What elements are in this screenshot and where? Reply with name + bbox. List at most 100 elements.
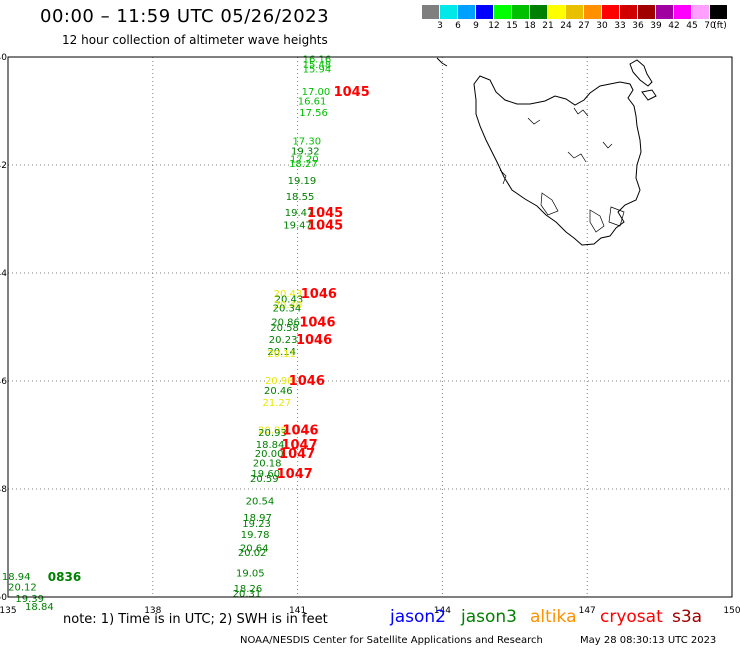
wave-height-value: 15.94 bbox=[303, 64, 332, 75]
wave-height-value: 20.43 bbox=[274, 289, 303, 300]
scale-label: 36 bbox=[632, 21, 644, 31]
wave-height-value: 20.93 bbox=[258, 428, 287, 439]
map-subtitle: 12 hour collection of altimeter wave hei… bbox=[62, 33, 328, 47]
credit-text: NOAA/NESDIS Center for Satellite Applica… bbox=[240, 635, 543, 646]
flinders-island bbox=[629, 59, 653, 87]
scale-swatch bbox=[566, 5, 583, 19]
lon-tick-label: 144 bbox=[434, 606, 451, 616]
footer-note: note: 1) Time is in UTC; 2) SWH is in fe… bbox=[63, 612, 328, 627]
scale-swatch bbox=[620, 5, 637, 19]
wave-height-value: 19.47 bbox=[285, 208, 314, 219]
scale-label: 30 bbox=[596, 21, 608, 31]
wave-height-value: 18.84 bbox=[256, 440, 285, 451]
wave-height-value: 20.12 bbox=[8, 583, 37, 594]
scale-label: 42 bbox=[668, 21, 680, 31]
wave-height-value: 17.30 bbox=[292, 137, 321, 148]
observation-time-label: 1045 bbox=[307, 206, 343, 221]
wave-height-value: 15.48 bbox=[303, 60, 332, 71]
scale-label: 15 bbox=[506, 21, 518, 31]
scale-swatch bbox=[476, 5, 493, 19]
satellite-label-jason3: jason3 bbox=[461, 607, 517, 627]
observation-time-label: 0836 bbox=[48, 570, 81, 584]
scale-label: 3 bbox=[437, 21, 443, 31]
scale-swatch bbox=[692, 5, 709, 19]
lat-tick-label: -42 bbox=[0, 161, 7, 171]
wave-height-value: 17.20 bbox=[290, 155, 319, 166]
wave-height-value: 20.54 bbox=[246, 496, 275, 507]
satellite-label-s3a: s3a bbox=[672, 607, 703, 627]
observation-time-label: 1046 bbox=[296, 333, 332, 348]
wave-height-value: 20.64 bbox=[240, 543, 269, 554]
lat-tick-label: -46 bbox=[0, 377, 7, 387]
wave-height-value: 19.23 bbox=[242, 519, 271, 530]
wave-height-value: 20.46 bbox=[264, 386, 293, 397]
scale-swatch bbox=[638, 5, 655, 19]
wave-height-value: 21.27 bbox=[263, 398, 292, 409]
wave-height-value: 16.16 bbox=[303, 55, 332, 66]
wave-height-value: 20.31 bbox=[233, 589, 262, 600]
scale-swatch bbox=[548, 5, 565, 19]
king-island bbox=[436, 57, 448, 67]
observation-time-label: 1046 bbox=[289, 374, 325, 389]
scale-swatch bbox=[458, 5, 475, 19]
wave-height-value: 20.59 bbox=[250, 474, 279, 485]
scale-swatch bbox=[494, 5, 511, 19]
wave-height-value: 20.00 bbox=[255, 449, 284, 460]
scale-label: 45 bbox=[686, 21, 698, 31]
scale-label: 9 bbox=[473, 21, 479, 31]
scale-label: 21 bbox=[542, 21, 554, 31]
scale-swatch bbox=[656, 5, 673, 19]
wave-height-value: 19.47 bbox=[283, 220, 312, 231]
wave-height-value: 20.14 bbox=[267, 347, 296, 358]
observation-time-label: 1046 bbox=[282, 424, 318, 439]
scale-label: 70 bbox=[704, 21, 716, 31]
lat-tick-label: -50 bbox=[0, 593, 7, 603]
wave-height-value: 18.97 bbox=[243, 513, 272, 524]
lon-tick-label: 135 bbox=[0, 606, 17, 616]
lat-lon-grid bbox=[8, 57, 732, 597]
observation-time-label: 1046 bbox=[299, 316, 335, 331]
satellite-label-cryosat: cryosat bbox=[600, 607, 663, 627]
wave-height-value: 20.58 bbox=[270, 323, 299, 334]
scale-label: 39 bbox=[650, 21, 662, 31]
scale-label: 33 bbox=[614, 21, 626, 31]
map-frame bbox=[7, 56, 733, 598]
satellite-label-altika: altika bbox=[530, 607, 577, 627]
wave-height-value: 17.00 bbox=[302, 87, 331, 98]
tasmania-coastline bbox=[436, 57, 657, 246]
scale-label: 24 bbox=[560, 21, 572, 31]
wave-height-value: 20.86 bbox=[271, 318, 300, 329]
scale-label: 27 bbox=[578, 21, 590, 31]
lat-tick-label: -48 bbox=[0, 485, 7, 495]
lon-tick-label: 138 bbox=[144, 606, 161, 616]
observation-time-label: 1047 bbox=[279, 447, 315, 462]
map-axes: 135 138 141 144 147 150 -40 -42 -44 -46 -48 -50 bbox=[0, 53, 740, 616]
wave-height-value: 19.78 bbox=[241, 530, 270, 541]
wave-height-value: 20.11 bbox=[267, 349, 296, 360]
wave-height-value: 18.55 bbox=[286, 192, 315, 203]
tasmania-coastline-detail bbox=[499, 107, 625, 233]
scale-swatch bbox=[512, 5, 529, 19]
scale-unit: (ft) bbox=[713, 21, 727, 31]
wave-height-value: 20.23 bbox=[269, 335, 298, 346]
lon-tick-label: 147 bbox=[579, 606, 596, 616]
scale-swatch bbox=[710, 5, 727, 19]
scale-label: 12 bbox=[488, 21, 500, 31]
scale-swatch bbox=[530, 5, 547, 19]
scale-swatch bbox=[674, 5, 691, 19]
observation-time-label: 1047 bbox=[277, 467, 313, 482]
scale-swatch bbox=[584, 5, 601, 19]
scale-swatch bbox=[440, 5, 457, 19]
observation-time-label: 1047 bbox=[281, 438, 317, 453]
wave-height-value: 20.34 bbox=[273, 304, 302, 315]
wave-height-value: 20.43 bbox=[275, 294, 304, 305]
wave-height-value: 20.02 bbox=[238, 548, 267, 559]
observation-time-label: 1046 bbox=[301, 287, 337, 302]
wave-height-value: 18.26 bbox=[234, 584, 263, 595]
cape-barren-island bbox=[641, 89, 657, 101]
scale-label: 6 bbox=[455, 21, 461, 31]
lat-tick-label: -44 bbox=[0, 269, 7, 279]
wave-height-value: 19.60 bbox=[251, 469, 280, 480]
